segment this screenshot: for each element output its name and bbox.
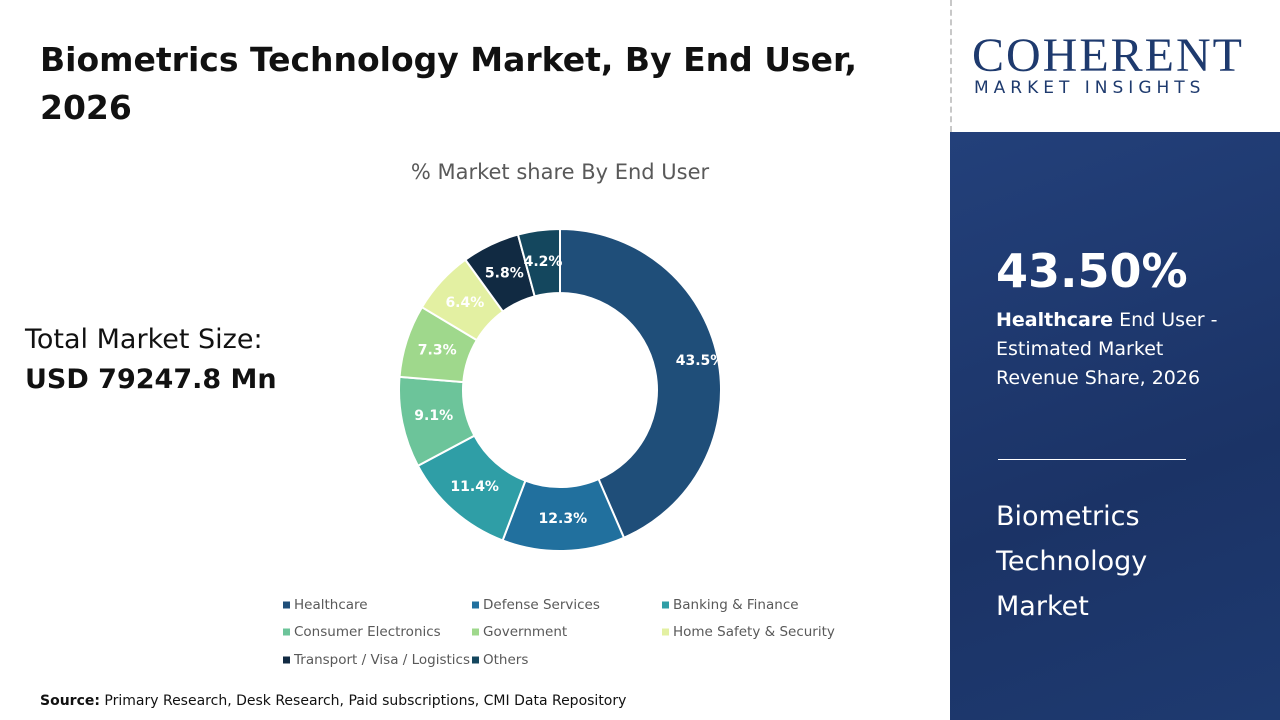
value-label: 12.3% — [539, 511, 588, 527]
legend-label: Defense Services — [483, 597, 600, 613]
legend-swatch — [472, 628, 479, 636]
legend-swatch — [472, 656, 479, 664]
value-label: 7.3% — [418, 343, 457, 359]
highlight: 43.50% — [996, 244, 1188, 298]
legend-label: Healthcare — [294, 597, 368, 613]
legend-swatch — [283, 628, 290, 636]
legend-label: Banking & Finance — [673, 597, 799, 613]
value-label: 43.5% — [676, 353, 725, 369]
legend-swatch — [283, 601, 290, 609]
side-panel: 43.50% Healthcare End User - Estimated M… — [950, 132, 1280, 720]
legend-swatch — [472, 601, 479, 609]
legend-swatch — [283, 656, 290, 664]
value-label: 11.4% — [450, 479, 499, 495]
logo-name: COHERENT — [972, 29, 1244, 82]
legend-swatch — [662, 628, 669, 636]
source: Source: Primary Research, Desk Research,… — [40, 693, 626, 709]
legend-label: Transport / Visa / Logistics — [293, 652, 470, 668]
market-name: Biometrics Technology Market — [996, 501, 1148, 622]
legend-swatch — [662, 601, 669, 609]
donut-slice — [516, 227, 561, 298]
logo-tagline: MARKET INSIGHTS — [974, 78, 1206, 98]
legend-label: Others — [483, 652, 528, 668]
segment: Healthcare — [996, 309, 1114, 331]
market-size-label: Total Market Size: — [25, 324, 263, 355]
legend-label: Consumer Electronics — [294, 624, 441, 640]
logo: COHERENT MARKET INSIGHTS — [950, 0, 1280, 132]
source-text: Primary Research, Desk Research, Paid su… — [104, 693, 627, 709]
value-label: 6.4% — [445, 295, 484, 311]
title: Biometrics Technology Market, By End Use… — [40, 40, 857, 127]
divider — [998, 459, 1186, 460]
legend-label: Home Safety & Security — [673, 624, 835, 640]
value-label: 4.2% — [524, 254, 563, 270]
chart-subtitle: % Market share By End User — [411, 160, 710, 184]
value-label: 9.1% — [414, 408, 453, 424]
market-size-value: USD 79247.8 Mn — [25, 364, 277, 395]
legend-label: Government — [483, 624, 567, 640]
source-label: Source: — [40, 693, 100, 709]
chart: % Market share By End User 43.5% 12.3% 11.… — [283, 160, 835, 668]
donut-slice — [559, 227, 722, 540]
value-label: 5.8% — [485, 266, 524, 282]
highlight-text: Healthcare End User - Estimated Market R… — [996, 306, 1246, 393]
description: End User - Estimated Market Revenue Shar… — [996, 309, 1218, 389]
